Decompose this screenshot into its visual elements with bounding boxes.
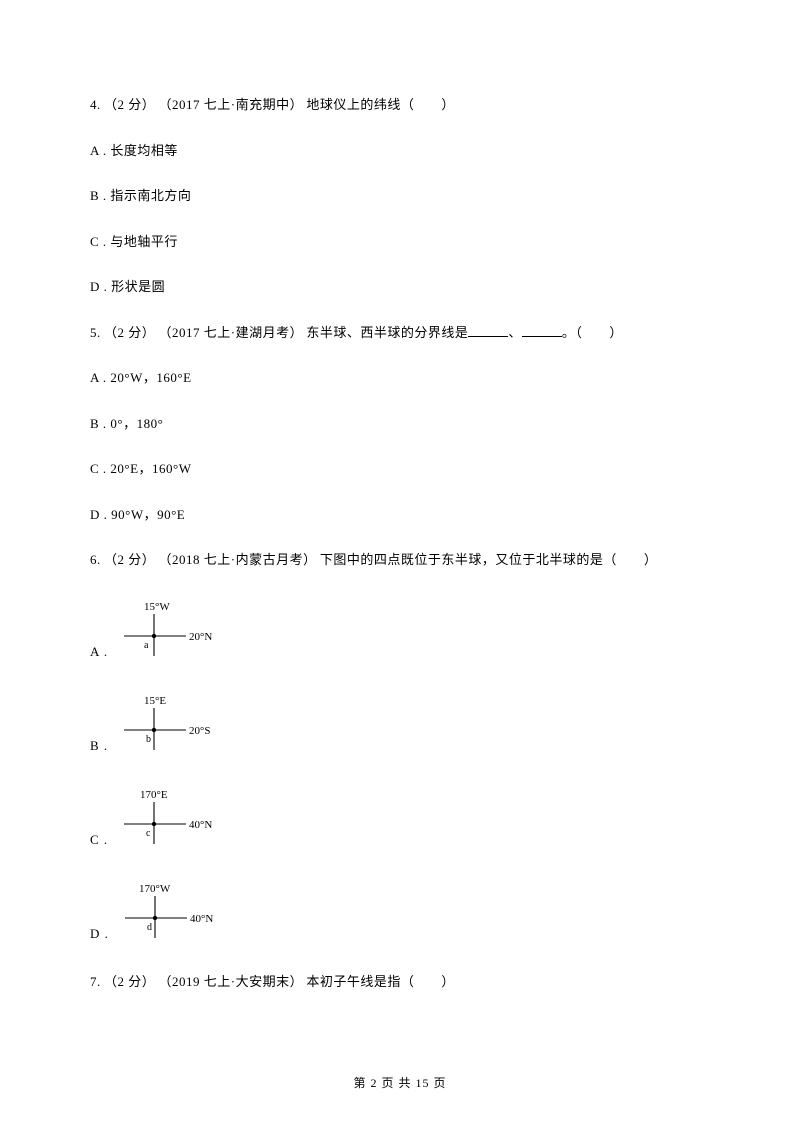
question-6: 6. （2 分） （2018 七上·内蒙古月考） 下图中的四点既位于东半球，又位… (90, 550, 710, 570)
q5-option-b: B . 0°，180° (90, 414, 710, 434)
q4-option-a: A . 长度均相等 (90, 141, 710, 161)
diagram-a-center: a (144, 640, 149, 651)
cross-diagram-icon: 170°E 40°N c (124, 784, 229, 852)
blank-2 (522, 323, 562, 337)
question-5: 5. （2 分） （2017 七上·建湖月考） 东半球、西半球的分界线是 、 。（ … (90, 323, 710, 343)
q4-option-a-text: 长度均相等 (110, 143, 178, 158)
q6-option-a: A . 15°W 20°N a (90, 596, 710, 664)
q6-option-d: D . 170°W 40°N d (90, 878, 710, 946)
q5-text-before: 东半球、西半球的分界线是 (306, 325, 468, 340)
q4-text: 地球仪上的纬线（ ） (306, 97, 455, 112)
question-7: 7. （2 分） （2019 七上·大安期末） 本初子午线是指（ ） (90, 972, 710, 992)
blank-1 (468, 323, 508, 337)
q7-text: 本初子午线是指（ ） (306, 974, 455, 989)
q4-option-d-text: 形状是圆 (111, 279, 165, 294)
q6-diagram-b: 15°E 20°S b (124, 690, 229, 758)
q5-option-a-text: 20°W，160°E (110, 370, 191, 385)
diagram-b-top: 15°E (144, 695, 166, 707)
q4-points: （2 分） (104, 97, 155, 112)
q6-diagram-a: 15°W 20°N a (124, 596, 229, 664)
q4-option-d: D . 形状是圆 (90, 277, 710, 297)
cross-diagram-icon: 170°W 40°N d (125, 878, 230, 946)
q6-diagram-d: 170°W 40°N d (125, 878, 230, 946)
q5-option-c-text: 20°E，160°W (110, 461, 191, 476)
q6-text: 下图中的四点既位于东半球，又位于北半球的是（ ） (320, 552, 658, 567)
q5-option-a: A . 20°W，160°E (90, 368, 710, 388)
diagram-c-top: 170°E (140, 789, 168, 801)
question-4: 4. （2 分） （2017 七上·南充期中） 地球仪上的纬线（ ） (90, 95, 710, 115)
diagram-b-center: b (146, 734, 151, 745)
q7-source: （2019 七上·大安期末） (159, 974, 304, 989)
q6-option-c-label: C . (90, 830, 108, 852)
cross-diagram-icon: 15°E 20°S b (124, 690, 229, 758)
cross-diagram-icon: 15°W 20°N a (124, 596, 229, 664)
q5-text-after: 。（ ） (562, 325, 623, 340)
q6-option-d-label: D . (90, 924, 109, 946)
diagram-d-right: 40°N (190, 913, 213, 925)
q6-points: （2 分） (104, 552, 155, 567)
q7-points: （2 分） (104, 974, 155, 989)
q7-number: 7. (90, 974, 101, 989)
q6-diagram-c: 170°E 40°N c (124, 784, 229, 852)
diagram-a-right: 20°N (189, 631, 212, 643)
diagram-b-right: 20°S (189, 725, 211, 737)
q5-source: （2017 七上·建湖月考） (159, 325, 304, 340)
q6-option-c: C . 170°E 40°N c (90, 784, 710, 852)
q5-points: （2 分） (104, 325, 155, 340)
page-number: 第 2 页 共 15 页 (353, 1076, 446, 1090)
q5-text-mid: 、 (508, 325, 522, 340)
q6-source: （2018 七上·内蒙古月考） (159, 552, 317, 567)
diagram-c-center: c (146, 828, 151, 839)
diagram-c-right: 40°N (189, 819, 212, 831)
q6-number: 6. (90, 552, 101, 567)
diagram-a-top: 15°W (144, 601, 170, 613)
q4-option-b-text: 指示南北方向 (110, 188, 191, 203)
q4-option-c: C . 与地轴平行 (90, 232, 710, 252)
q4-source: （2017 七上·南充期中） (159, 97, 304, 112)
q4-option-c-text: 与地轴平行 (110, 234, 178, 249)
page-footer: 第 2 页 共 15 页 (0, 1074, 800, 1092)
q5-option-d: D . 90°W，90°E (90, 505, 710, 525)
q6-option-b-label: B . (90, 736, 108, 758)
q5-option-b-text: 0°，180° (110, 416, 163, 431)
q6-option-b: B . 15°E 20°S b (90, 690, 710, 758)
q6-option-a-label: A . (90, 642, 108, 664)
q4-option-b: B . 指示南北方向 (90, 186, 710, 206)
diagram-d-center: d (147, 922, 152, 933)
q5-number: 5. (90, 325, 101, 340)
q5-option-d-text: 90°W，90°E (111, 507, 185, 522)
diagram-d-top: 170°W (139, 883, 171, 895)
q4-number: 4. (90, 97, 101, 112)
q5-option-c: C . 20°E，160°W (90, 459, 710, 479)
